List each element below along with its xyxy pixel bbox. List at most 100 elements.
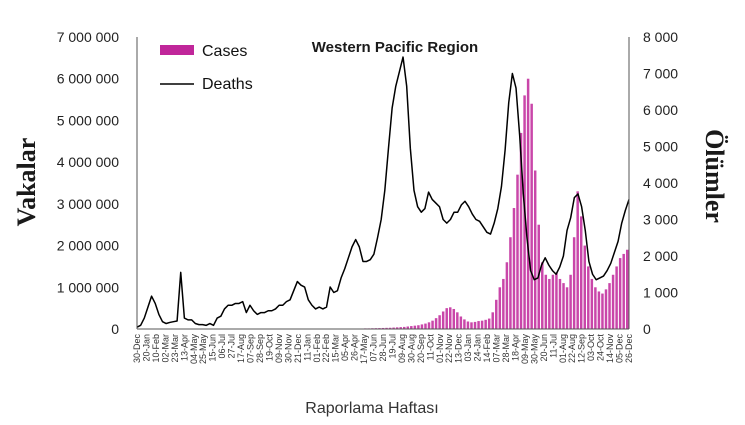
- x-tick-label: 06-Jul: [217, 334, 227, 359]
- x-tick-label: 14-Feb: [482, 334, 492, 363]
- deaths-line-layer: [136, 56, 630, 328]
- x-tick-label: 23-Mar: [170, 334, 180, 363]
- cases-bar: [572, 237, 576, 329]
- left-axis-ticks: 0 1 000 000 2 000 000 3 000 000 4 000 000 5 0…: [57, 29, 120, 337]
- x-tick-label: 01-Nov: [435, 334, 445, 364]
- cases-bar: [548, 278, 551, 329]
- cases-bar: [555, 272, 558, 329]
- left-tick-label: 0: [111, 321, 119, 337]
- legend-deaths-label: Deaths: [202, 76, 253, 93]
- x-tick-label: 07-Sep: [246, 334, 256, 363]
- right-axis-title: Ölümler: [700, 129, 729, 223]
- cases-bar: [403, 326, 406, 329]
- x-tick-label: 21-Dec: [293, 334, 303, 364]
- cases-bar: [452, 308, 456, 329]
- right-tick-label: 2 000: [643, 248, 678, 264]
- x-tick-label: 27-Jul: [227, 334, 237, 359]
- x-tick-label: 17-Aug: [236, 334, 246, 363]
- legend: Cases Deaths: [160, 43, 253, 93]
- x-tick-label: 15-Jun: [208, 334, 218, 362]
- x-tick-label: 20-Sep: [416, 334, 426, 363]
- x-axis-title: Raporlama Haftası: [305, 400, 438, 417]
- x-tick-label: 30-Dec: [132, 334, 142, 364]
- x-tick-label: 26-Apr: [350, 334, 360, 361]
- cases-bar: [399, 327, 402, 329]
- x-tick-label: 14-Nov: [605, 334, 615, 364]
- left-tick-label: 5 000 000: [57, 112, 119, 128]
- x-tick-label: 18-Apr: [510, 334, 520, 361]
- x-tick-label: 26-Dec: [624, 334, 634, 364]
- cases-bar: [541, 262, 544, 329]
- x-tick-label: 09-Nov: [274, 334, 284, 364]
- cases-bar: [441, 311, 445, 329]
- cases-bar: [473, 321, 477, 329]
- cases-bar: [576, 191, 579, 329]
- cases-bar: [551, 274, 555, 329]
- cases-bar: [456, 312, 459, 329]
- x-tick-label: 12-Sep: [577, 334, 587, 363]
- cases-bar: [530, 103, 533, 330]
- cases-bar: [565, 287, 569, 329]
- x-tick-label: 04-May: [189, 334, 199, 365]
- left-tick-label: 7 000 000: [57, 29, 119, 45]
- right-tick-label: 1 000: [643, 285, 678, 301]
- axes: [136, 37, 630, 330]
- cases-bar: [445, 308, 448, 329]
- chart-title: Western Pacific Region: [312, 39, 478, 56]
- x-tick-label: 01-Aug: [558, 334, 568, 363]
- cases-bar: [463, 319, 466, 329]
- cases-bar: [417, 325, 420, 329]
- right-tick-label: 0: [643, 321, 651, 337]
- cases-bar: [533, 170, 537, 329]
- cases-bar: [604, 289, 608, 329]
- left-axis-title: Vakalar: [12, 138, 41, 227]
- left-tick-label: 1 000 000: [57, 279, 119, 295]
- cases-bar: [597, 291, 601, 329]
- right-tick-label: 6 000: [643, 102, 678, 118]
- left-tick-label: 4 000 000: [57, 154, 119, 170]
- cases-bar: [381, 327, 385, 329]
- cases-bar: [459, 316, 463, 329]
- right-tick-label: 8 000: [643, 29, 678, 45]
- x-tick-label: 13-Dec: [454, 334, 464, 364]
- cases-bar: [583, 245, 586, 329]
- x-tick-label: 24-Jan: [473, 334, 483, 362]
- cases-bar: [618, 258, 622, 329]
- cases-bar: [498, 287, 502, 329]
- legend-cases-swatch: [160, 45, 194, 55]
- x-tick-label: 05-Apr: [340, 334, 350, 361]
- cases-bar: [516, 174, 519, 329]
- x-tick-label: 28-Mar: [501, 334, 511, 363]
- cases-bar: [562, 283, 565, 329]
- x-tick-label: 22-Feb: [321, 334, 331, 363]
- cases-bar: [611, 274, 615, 329]
- cases-bar: [587, 266, 590, 329]
- x-tick-label: 07-Mar: [492, 334, 502, 363]
- x-tick-label: 03-Jan: [463, 334, 473, 362]
- cases-bar: [590, 278, 594, 329]
- cases-bar: [406, 326, 410, 329]
- cases-bar: [544, 274, 548, 329]
- cases-bar: [569, 274, 572, 329]
- cases-bar: [625, 249, 629, 329]
- x-tick-label: 10-Feb: [151, 334, 161, 363]
- x-tick-label: 02-Mar: [160, 334, 170, 363]
- x-axis-ticks: 30-Dec 20-Jan 10-Feb 02-Mar 23-Mar 13-Apr 04-M…: [132, 334, 634, 365]
- cases-bar: [385, 327, 388, 329]
- cases-bar: [427, 322, 431, 329]
- cases-bar: [512, 208, 516, 329]
- x-tick-label: 25-May: [198, 334, 208, 365]
- cases-bar: [413, 325, 417, 329]
- x-tick-label: 03-Oct: [586, 334, 596, 362]
- cases-bar: [509, 237, 512, 329]
- cases-bar: [410, 326, 413, 329]
- right-tick-label: 5 000: [643, 139, 678, 155]
- x-tick-label: 30-Nov: [283, 334, 293, 364]
- cases-bar: [388, 327, 392, 329]
- x-tick-label: 13-Apr: [179, 334, 189, 361]
- x-tick-label: 30-May: [529, 334, 539, 365]
- cases-bar: [424, 323, 427, 329]
- right-tick-label: 4 000: [643, 175, 678, 191]
- cases-bar: [480, 320, 484, 329]
- cases-bar: [608, 283, 611, 329]
